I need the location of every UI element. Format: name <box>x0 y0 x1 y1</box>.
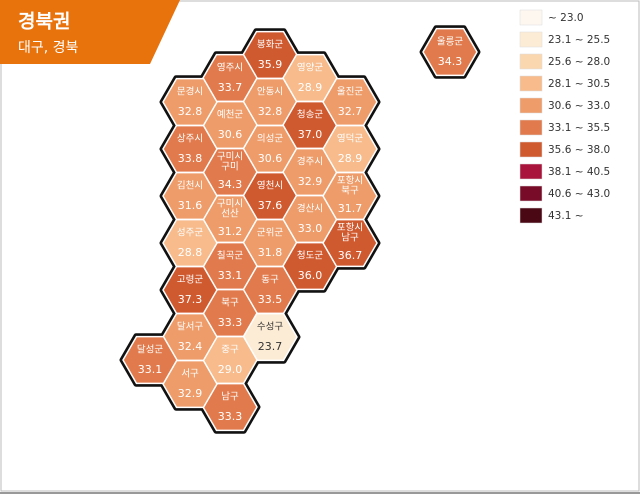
region-name: 영덕군 <box>337 134 363 145</box>
legend: ~ 23.0 23.1 ~ 25.5 25.6 ~ 28.0 28.1 ~ 30.5 3… <box>519 9 610 224</box>
region-value: 34.3 <box>438 55 463 68</box>
region-name: 구미시 <box>217 199 243 210</box>
region-value: 37.6 <box>258 199 283 212</box>
legend-label: 30.6 ~ 33.0 <box>548 100 610 112</box>
region-name: 영주시 <box>217 63 243 74</box>
region-value: 33.3 <box>218 410 243 423</box>
region-name: 예천군 <box>217 110 243 121</box>
region-value: 37.0 <box>298 128 323 141</box>
region-name: 남구 <box>341 233 359 244</box>
region-name: 울릉군 <box>437 37 463 48</box>
legend-label: 33.1 ~ 35.5 <box>548 122 610 134</box>
region-name: 선산 <box>221 209 239 220</box>
legend-swatch <box>519 141 543 158</box>
region-name: 상주시 <box>177 134 203 145</box>
region-value: 36.7 <box>338 249 363 262</box>
region-name: 달서구 <box>177 321 203 333</box>
region-name: 김천시 <box>177 180 203 192</box>
legend-swatch <box>519 119 543 136</box>
region-name: 경주시 <box>297 156 323 168</box>
region-value: 32.4 <box>178 340 203 353</box>
region-value: 33.1 <box>138 363 163 376</box>
region-value: 33.5 <box>258 293 283 306</box>
region-value: 36.0 <box>298 269 323 282</box>
region-name: 구미시 <box>217 152 243 163</box>
region-name: 포항시 <box>337 176 363 187</box>
region-name: 경산시 <box>297 203 323 215</box>
legend-label: 28.1 ~ 30.5 <box>548 78 610 90</box>
legend-swatch <box>519 97 543 114</box>
hex <box>322 218 378 268</box>
region-value: 33.8 <box>178 152 203 165</box>
region-name: 청도군 <box>297 251 323 262</box>
region-value: 33.1 <box>218 269 243 282</box>
region-name: 청송군 <box>297 110 323 121</box>
legend-swatch <box>519 75 543 92</box>
region-value: 32.8 <box>258 105 283 118</box>
region-name: 동구 <box>261 275 279 286</box>
subtitle: 대구, 경북 <box>18 40 79 56</box>
region-value: 32.7 <box>338 105 363 118</box>
region-name: 문경시 <box>177 86 203 98</box>
legend-label: 40.6 ~ 43.0 <box>548 188 610 200</box>
region-value: 34.3 <box>218 178 243 191</box>
region-name: 봉화군 <box>257 40 283 51</box>
region-name: 달성군 <box>137 344 163 356</box>
region-value: 32.8 <box>178 105 203 118</box>
header-band <box>0 0 180 64</box>
region-name: 군위군 <box>257 227 283 239</box>
region-name: 북구 <box>221 298 239 309</box>
legend-label: 23.1 ~ 25.5 <box>548 34 610 46</box>
region-value: 30.6 <box>218 128 243 141</box>
region-value: 28.9 <box>298 81 323 94</box>
region-value: 33.3 <box>218 316 243 329</box>
legend-swatch <box>519 207 543 224</box>
region-name: 울진군 <box>337 87 363 98</box>
legend-swatch <box>519 31 543 48</box>
region-value: 33.7 <box>218 81 243 94</box>
region-value: 31.7 <box>338 202 363 215</box>
region-name: 영양군 <box>297 63 323 74</box>
legend-swatch <box>519 9 543 26</box>
legend-label: 25.6 ~ 28.0 <box>548 56 610 68</box>
region-value: 35.9 <box>258 58 283 71</box>
region-value: 33.0 <box>298 222 323 235</box>
region-value: 37.3 <box>178 293 203 306</box>
region-name: 구미 <box>221 162 238 173</box>
region-value: 30.6 <box>258 152 283 165</box>
region-value: 32.9 <box>178 387 203 400</box>
region-value: 28.9 <box>338 152 363 165</box>
region-name: 중구 <box>221 345 239 356</box>
region-value: 29.0 <box>218 363 243 376</box>
region-name: 수성구 <box>257 322 283 333</box>
region-value: 31.6 <box>178 199 203 212</box>
region-value: 23.7 <box>258 340 283 353</box>
hex-map: 봉화군 35.9 안동시 32.8 의성군 30.6 영천시 37.6 군위군 31.8 동구 33.… <box>119 25 481 434</box>
legend-swatch <box>519 185 543 202</box>
region-name: 고령군 <box>177 274 203 286</box>
region-name: 서구 <box>181 369 199 380</box>
region-value: 32.9 <box>298 175 323 188</box>
region-value: 31.8 <box>258 246 283 259</box>
legend-label: ~ 23.0 <box>548 12 584 24</box>
region-value: 31.2 <box>218 225 243 238</box>
legend-swatch <box>519 163 543 180</box>
title: 경북권 <box>18 11 70 33</box>
hex <box>422 27 478 77</box>
hex <box>122 335 178 385</box>
region-name: 칠곡군 <box>217 251 243 262</box>
region-name: 남구 <box>221 392 239 403</box>
region-name: 영천시 <box>257 181 283 192</box>
legend-label: 38.1 ~ 40.5 <box>548 166 610 178</box>
legend-label: 43.1 ~ <box>548 210 584 222</box>
region-name: 의성군 <box>257 134 283 145</box>
region-name: 안동시 <box>257 87 283 98</box>
legend-swatch <box>519 53 543 70</box>
region-name: 북구 <box>341 186 359 197</box>
legend-label: 35.6 ~ 38.0 <box>548 144 610 156</box>
region-name: 성주군 <box>177 228 203 239</box>
region-value: 28.8 <box>178 246 203 259</box>
region-name: 포항시 <box>337 223 363 234</box>
